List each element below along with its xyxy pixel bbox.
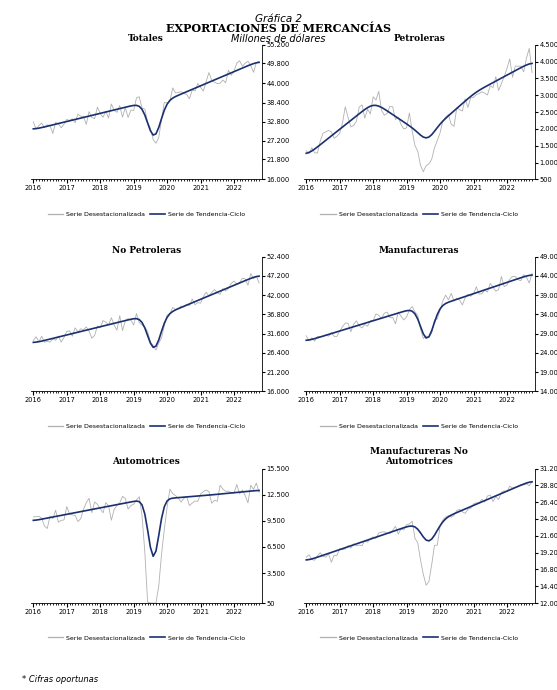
Legend: Serie Desestacionalizada, Serie de Tendencia-Ciclo: Serie Desestacionalizada, Serie de Tende…: [318, 633, 520, 643]
Text: * Cifras oportunas: * Cifras oportunas: [22, 676, 99, 684]
Legend: Serie Desestacionalizada, Serie de Tendencia-Ciclo: Serie Desestacionalizada, Serie de Tende…: [45, 421, 247, 431]
Text: Millones de dólares: Millones de dólares: [231, 34, 326, 43]
Title: Petroleras: Petroleras: [393, 34, 445, 43]
Title: Manufactureras: Manufactureras: [379, 246, 460, 255]
Legend: Serie Desestacionalizada, Serie de Tendencia-Ciclo: Serie Desestacionalizada, Serie de Tende…: [45, 209, 247, 219]
Title: No Petroleras: No Petroleras: [111, 246, 181, 255]
Legend: Serie Desestacionalizada, Serie de Tendencia-Ciclo: Serie Desestacionalizada, Serie de Tende…: [318, 209, 520, 219]
Legend: Serie Desestacionalizada, Serie de Tendencia-Ciclo: Serie Desestacionalizada, Serie de Tende…: [45, 633, 247, 643]
Title: Automotrices: Automotrices: [113, 457, 180, 466]
Title: Manufactureras No
Automotrices: Manufactureras No Automotrices: [370, 447, 468, 466]
Text: EXPORTACIONES DE MERCANCÍAS: EXPORTACIONES DE MERCANCÍAS: [166, 23, 391, 34]
Legend: Serie Desestacionalizada, Serie de Tendencia-Ciclo: Serie Desestacionalizada, Serie de Tende…: [318, 421, 520, 431]
Text: Gráfica 2: Gráfica 2: [255, 14, 302, 23]
Title: Totales: Totales: [128, 34, 164, 43]
